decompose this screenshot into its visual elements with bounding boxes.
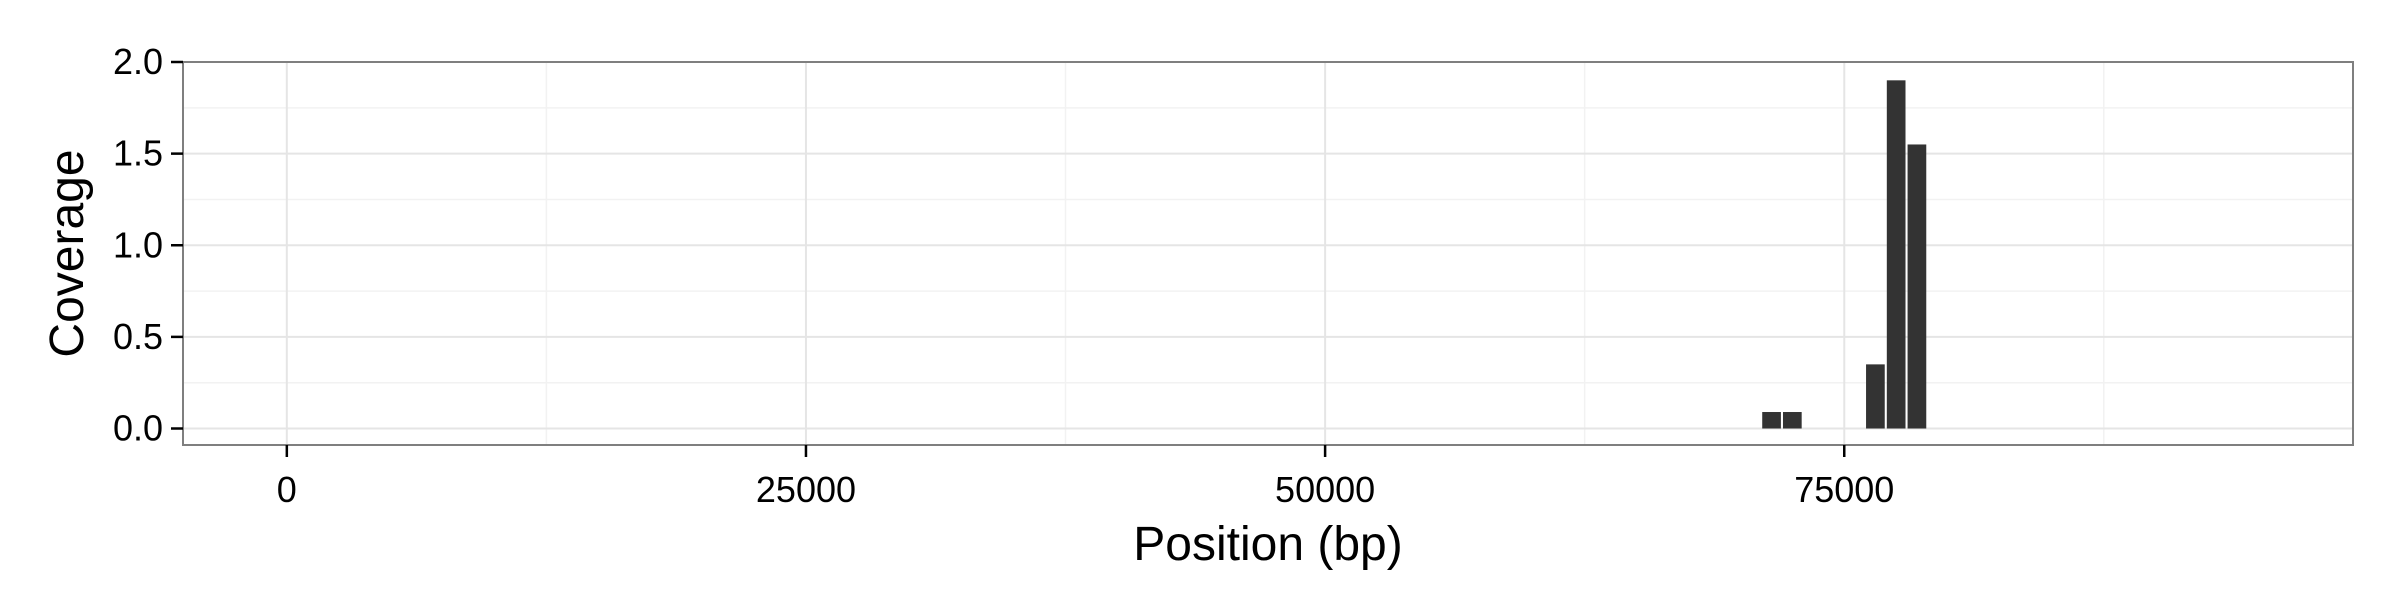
x-tick-label: 75000 xyxy=(1794,469,1894,510)
coverage-bar-3 xyxy=(1866,364,1885,429)
y-tick-label: 0.5 xyxy=(113,316,163,357)
y-axis-title: Coverage xyxy=(41,149,94,357)
x-tick-label: 0 xyxy=(277,469,297,510)
y-tick-label: 1.5 xyxy=(113,133,163,174)
grid-lines xyxy=(183,61,2353,445)
y-tick-label: 2.0 xyxy=(113,41,163,82)
coverage-bar-4 xyxy=(1886,80,1906,429)
coverage-bar-2 xyxy=(1782,412,1802,429)
y-tick-label: 0.0 xyxy=(113,408,163,449)
x-tick-label: 50000 xyxy=(1275,469,1375,510)
axis-ticks: 0 25000 50000 75000 0.0 0.5 1.0 1.5 2.0 xyxy=(113,41,1894,510)
coverage-bar-5 xyxy=(1907,144,1927,429)
coverage-bar-1 xyxy=(1762,412,1781,429)
x-tick-label: 25000 xyxy=(756,469,856,510)
y-tick-label: 1.0 xyxy=(113,224,163,265)
plot-panel-border xyxy=(182,61,2354,446)
bars xyxy=(1762,80,1927,429)
x-axis-title: Position (bp) xyxy=(1133,518,1402,571)
